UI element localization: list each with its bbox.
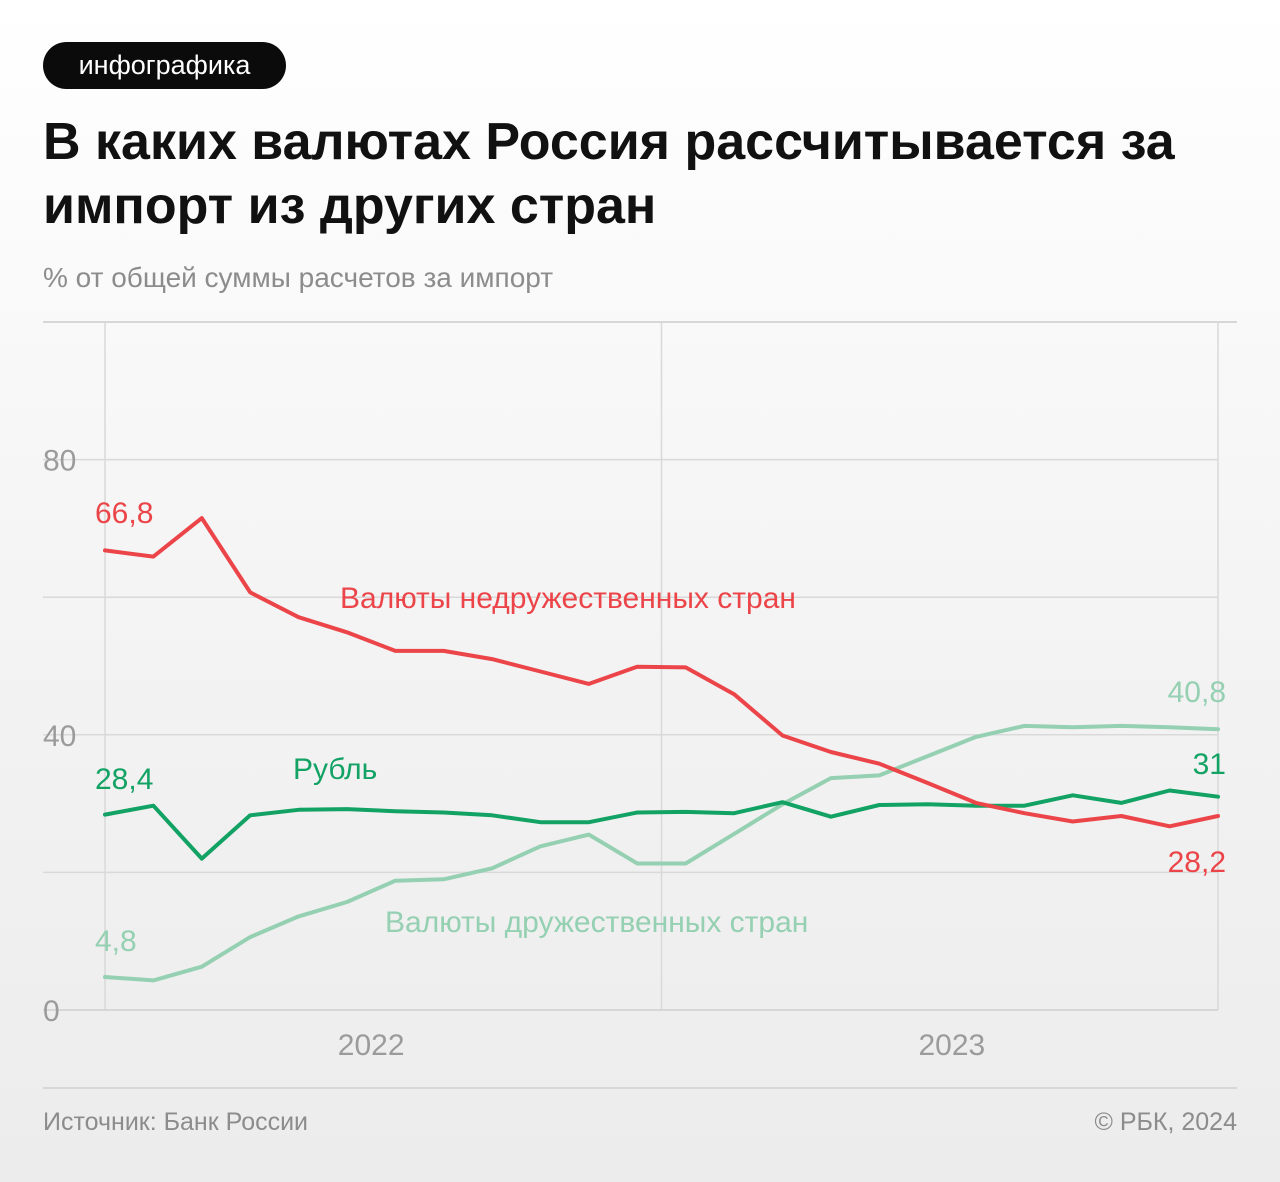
end-value-label-friendly: 40,8 bbox=[1168, 676, 1226, 709]
infographic-badge: инфографика bbox=[43, 42, 286, 89]
series-name-friendly: Валюты дружественных стран bbox=[385, 906, 808, 939]
chart-axes: 0 40 80 2022 2023 bbox=[43, 445, 1218, 1062]
top-divider bbox=[43, 321, 1237, 323]
x-tick-label: 2023 bbox=[918, 1029, 985, 1062]
source-note: Источник: Банк России bbox=[43, 1108, 309, 1136]
chart-grid bbox=[43, 322, 1219, 1010]
start-value-label-unfriendly: 66,8 bbox=[95, 497, 153, 530]
y-tick-label: 0 bbox=[43, 995, 60, 1028]
x-tick-label: 2022 bbox=[338, 1029, 405, 1062]
chart-labels: 66,8 28,2 Валюты недружественных стран 28,4… bbox=[95, 497, 1226, 958]
series-name-ruble: Рубль bbox=[293, 753, 377, 786]
copyright-note: © РБК, 2024 bbox=[1094, 1108, 1237, 1136]
y-tick-label: 80 bbox=[43, 445, 76, 478]
start-value-label-friendly: 4,8 bbox=[95, 925, 137, 958]
page-title: В каких валютах Россия рассчитывается за… bbox=[43, 113, 1175, 235]
chart-subtitle: % от общей суммы расчетов за импорт bbox=[43, 262, 554, 293]
series-name-unfriendly: Валюты недружественных стран bbox=[340, 582, 796, 615]
end-value-label-unfriendly: 28,2 bbox=[1168, 846, 1226, 879]
chart-series bbox=[103, 516, 1220, 983]
series-line-unfriendly bbox=[103, 516, 1220, 829]
series-line-friendly bbox=[103, 723, 1220, 983]
series-line-ruble bbox=[103, 788, 1220, 861]
bottom-divider bbox=[43, 1087, 1237, 1089]
start-value-label-ruble: 28,4 bbox=[95, 763, 153, 796]
end-value-label-ruble: 31 bbox=[1193, 748, 1226, 781]
y-tick-label: 40 bbox=[43, 720, 76, 753]
